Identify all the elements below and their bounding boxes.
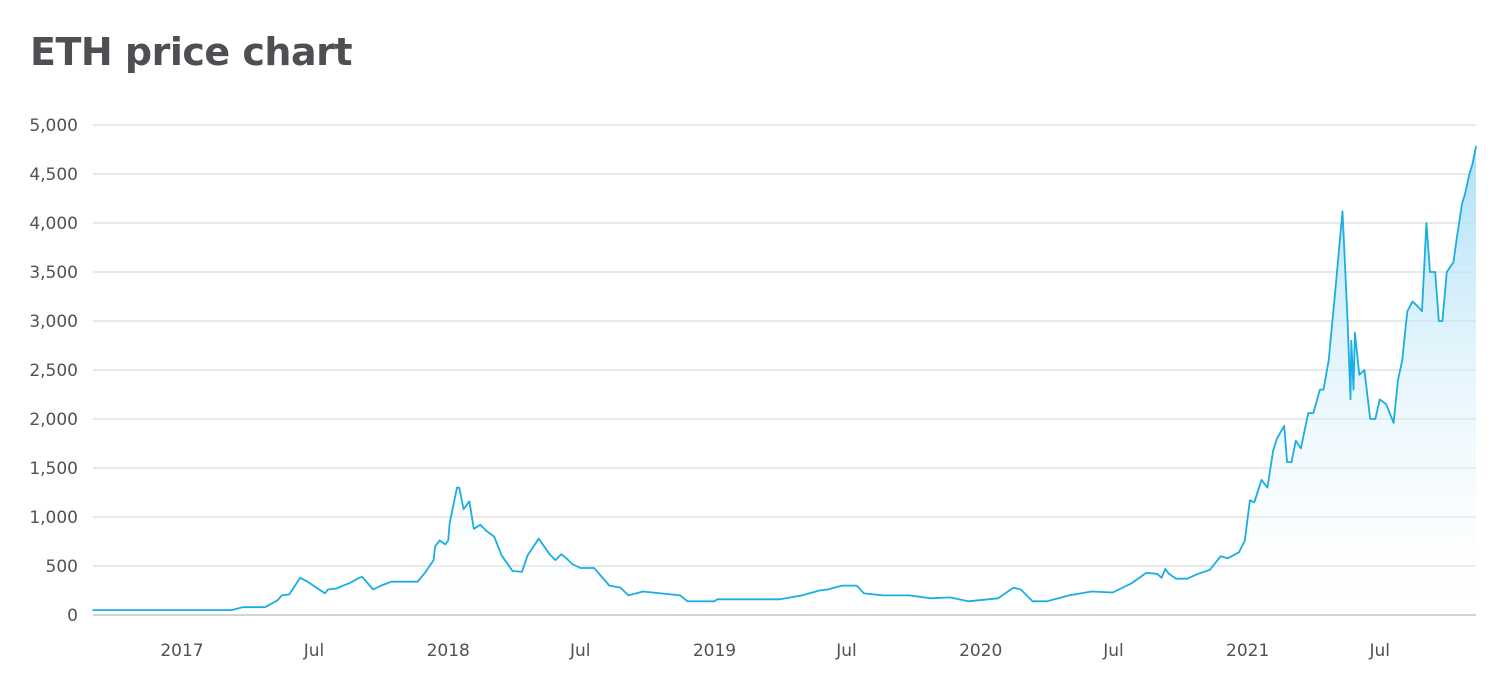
x-tick-label: 2017 (160, 641, 203, 661)
y-tick-label: 500 (46, 557, 78, 577)
x-tick-label: Jul (835, 641, 857, 661)
x-tick-label: 2020 (959, 641, 1002, 661)
x-tick-label: 2018 (427, 641, 470, 661)
line-layer (92, 145, 1477, 611)
y-tick-label: 4,500 (29, 165, 78, 185)
y-tick-label: 1,000 (29, 508, 78, 528)
area-layer (93, 146, 1476, 615)
x-tick-label: 2019 (693, 641, 736, 661)
x-tick-label: Jul (303, 641, 325, 661)
y-tick-label: 2,500 (29, 361, 78, 381)
x-tick-label: Jul (1102, 641, 1124, 661)
y-tick-label: 3,000 (29, 312, 78, 332)
series-area (93, 146, 1476, 615)
y-tick-label: 4,000 (29, 214, 78, 234)
y-tick-label: 0 (67, 606, 78, 626)
x-tick-label: Jul (1368, 641, 1390, 661)
y-tick-label: 2,000 (29, 410, 78, 430)
label-layer: 0 500 1,000 1,500 2,000 2,500 3,000 3,500 4,000 4… (29, 116, 1390, 661)
series-line (92, 145, 1477, 611)
y-tick-label: 1,500 (29, 459, 78, 479)
y-tick-label: 5,000 (29, 116, 78, 136)
chart-title: ETH price chart (30, 30, 353, 74)
x-tick-label: 2021 (1226, 641, 1269, 661)
y-tick-label: 3,500 (29, 263, 78, 283)
grid-layer (93, 124, 1476, 567)
x-tick-label: Jul (569, 641, 591, 661)
